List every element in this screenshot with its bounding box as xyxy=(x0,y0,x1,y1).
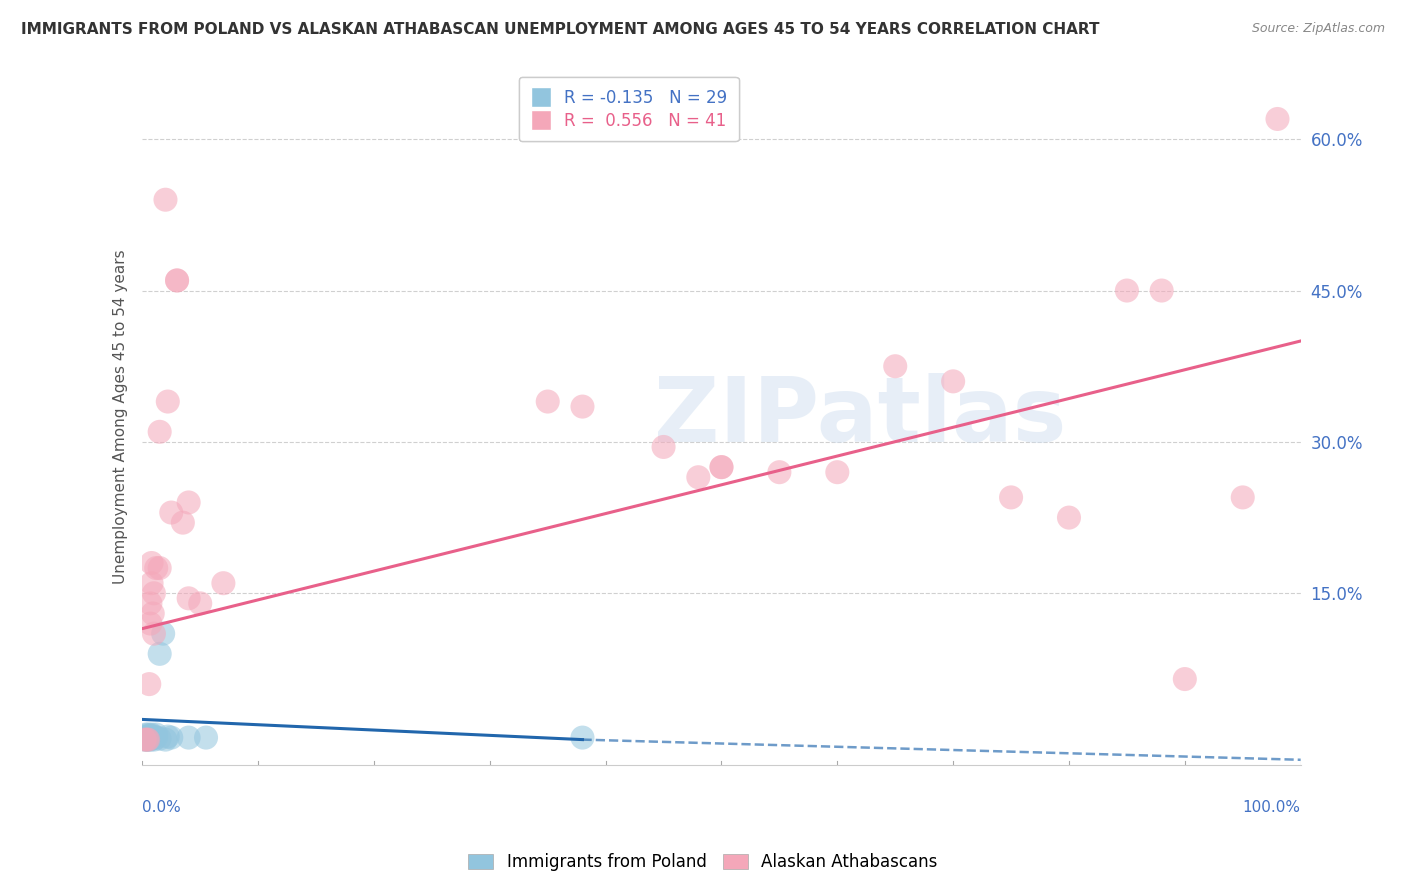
Y-axis label: Unemployment Among Ages 45 to 54 years: Unemployment Among Ages 45 to 54 years xyxy=(114,250,128,584)
Point xyxy=(652,440,675,454)
Point xyxy=(160,506,183,520)
Point xyxy=(142,607,165,621)
Point xyxy=(1000,491,1022,505)
Point xyxy=(571,731,593,745)
Point xyxy=(195,731,218,745)
Point xyxy=(145,728,167,742)
Point xyxy=(1174,672,1197,686)
Point xyxy=(152,626,174,640)
Point xyxy=(142,730,165,744)
Point xyxy=(688,470,710,484)
Point xyxy=(139,729,162,743)
Point xyxy=(710,460,733,475)
Point xyxy=(537,394,560,409)
Point xyxy=(768,465,790,479)
Point xyxy=(172,516,194,530)
Point xyxy=(138,730,160,744)
Point xyxy=(145,731,167,745)
Point xyxy=(149,561,172,575)
Point xyxy=(1057,510,1080,524)
Point xyxy=(134,732,156,747)
Point xyxy=(156,394,179,409)
Text: 0.0%: 0.0% xyxy=(142,799,181,814)
Point xyxy=(139,732,162,747)
Point xyxy=(136,732,159,747)
Point xyxy=(155,732,177,747)
Point xyxy=(1115,284,1137,298)
Point xyxy=(1150,284,1173,298)
Point xyxy=(141,576,163,591)
Point xyxy=(135,731,157,746)
Point xyxy=(1232,491,1254,505)
Point xyxy=(136,731,159,745)
Point xyxy=(149,731,172,746)
Point xyxy=(166,273,188,287)
Point xyxy=(135,728,157,742)
Point xyxy=(138,731,160,746)
Point xyxy=(136,730,159,744)
Point xyxy=(136,732,159,747)
Point xyxy=(141,556,163,570)
Point xyxy=(136,732,159,747)
Point xyxy=(142,586,165,600)
Text: 100.0%: 100.0% xyxy=(1243,799,1301,814)
Point xyxy=(155,193,177,207)
Point xyxy=(142,732,165,747)
Point xyxy=(827,465,849,479)
Point xyxy=(942,375,965,389)
Point xyxy=(134,730,156,744)
Point xyxy=(139,596,162,610)
Point xyxy=(145,561,167,575)
Legend: Immigrants from Poland, Alaskan Athabascans: Immigrants from Poland, Alaskan Athabasc… xyxy=(460,845,946,880)
Point xyxy=(136,728,159,742)
Point xyxy=(177,731,200,745)
Point xyxy=(134,732,156,747)
Point xyxy=(166,273,188,287)
Point xyxy=(149,425,172,439)
Point xyxy=(1267,112,1289,126)
Point xyxy=(188,596,211,610)
Point xyxy=(138,677,160,691)
Point xyxy=(710,460,733,475)
Point xyxy=(571,400,593,414)
Text: ZIPatlas: ZIPatlas xyxy=(654,373,1067,460)
Legend: R = -0.135   N = 29, R =  0.556   N = 41: R = -0.135 N = 29, R = 0.556 N = 41 xyxy=(519,77,738,141)
Point xyxy=(136,732,159,747)
Point xyxy=(156,730,179,744)
Point xyxy=(141,731,163,746)
Text: IMMIGRANTS FROM POLAND VS ALASKAN ATHABASCAN UNEMPLOYMENT AMONG AGES 45 TO 54 YE: IMMIGRANTS FROM POLAND VS ALASKAN ATHABA… xyxy=(21,22,1099,37)
Point xyxy=(177,495,200,509)
Text: Source: ZipAtlas.com: Source: ZipAtlas.com xyxy=(1251,22,1385,36)
Point xyxy=(212,576,235,591)
Point xyxy=(139,616,162,631)
Point xyxy=(160,731,183,745)
Point xyxy=(884,359,907,374)
Point xyxy=(142,731,165,745)
Point xyxy=(149,647,172,661)
Point xyxy=(177,591,200,606)
Point xyxy=(142,626,165,640)
Point xyxy=(141,728,163,742)
